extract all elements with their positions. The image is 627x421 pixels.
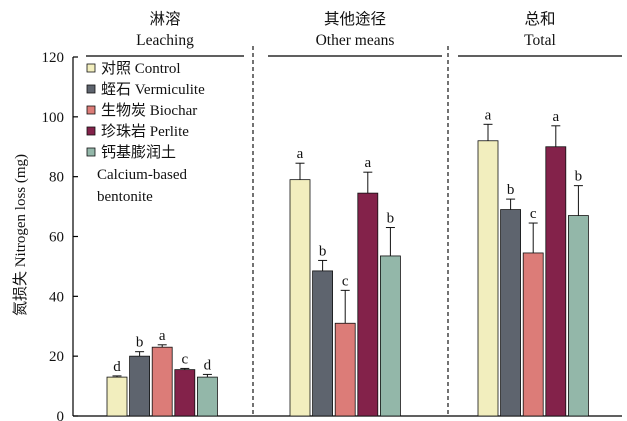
bar <box>477 140 499 417</box>
y-ticks: 0 20 40 60 80 100 120 <box>42 50 78 421</box>
legend-swatch <box>86 126 96 136</box>
y-tick-label: 80 <box>49 170 64 186</box>
legend-label: bentonite <box>97 189 153 205</box>
significance-label: c <box>342 273 349 289</box>
significance-label: b <box>319 243 327 259</box>
bar <box>379 255 401 417</box>
y-tick-label: 40 <box>49 289 64 305</box>
y-tick-label: 100 <box>42 110 65 126</box>
group-title-zh: 其他途径 <box>324 10 386 28</box>
significance-label: d <box>204 357 212 373</box>
significance-label: c <box>181 351 188 367</box>
significance-label: b <box>136 335 144 351</box>
bar <box>106 376 128 417</box>
legend-label: 蛭石 Vermiculite <box>101 81 205 98</box>
y-tick-label: 60 <box>49 230 64 246</box>
legend-label: 钙基膨润土 <box>101 144 176 161</box>
bar <box>196 376 218 417</box>
group-title-en: Total <box>524 32 556 49</box>
significance-label: d <box>113 359 121 375</box>
bar <box>289 179 311 417</box>
significance-label: a <box>364 155 371 171</box>
bar <box>522 252 544 417</box>
group-title-en: Other means <box>316 32 395 49</box>
significance-label: b <box>507 182 515 198</box>
bar <box>357 192 379 417</box>
legend-swatch <box>86 63 96 73</box>
significance-label: b <box>575 169 583 185</box>
legend-swatch <box>86 147 96 157</box>
bar <box>129 355 151 417</box>
y-tick-label: 0 <box>57 409 65 421</box>
significance-label: a <box>485 107 492 123</box>
group-title-zh: 总和 <box>524 10 555 28</box>
group-title-zh: 淋溶 <box>149 10 180 28</box>
legend: 对照 Control 蛭石 Vermiculite 生物炭 Biochar 珍珠岩 P… <box>86 60 205 205</box>
legend-label: Calcium-based <box>97 167 187 183</box>
y-tick-label: 120 <box>42 50 65 66</box>
significance-label: a <box>297 146 304 162</box>
bar <box>545 146 567 417</box>
significance-label: c <box>530 206 537 222</box>
legend-swatch <box>86 84 96 94</box>
significance-label: a <box>552 109 559 125</box>
group-headers: 淋溶 Leaching 其他途径 Other means 总和 Total <box>86 10 622 416</box>
bar <box>334 322 356 417</box>
legend-label: 对照 Control <box>101 60 181 77</box>
bar <box>568 215 589 417</box>
legend-label: 生物炭 Biochar <box>101 102 197 119</box>
y-axis-title: 氮损失 Nitrogen loss (mg) <box>12 154 29 316</box>
bar <box>500 209 522 417</box>
legend-label: 珍珠岩 Perlite <box>101 123 189 140</box>
group-title-en: Leaching <box>136 32 194 49</box>
bar <box>312 270 334 417</box>
y-tick-label: 20 <box>49 349 64 365</box>
bar <box>174 369 196 417</box>
significance-label: b <box>387 211 395 227</box>
significance-label: a <box>159 328 166 344</box>
legend-swatch <box>86 105 96 115</box>
bar <box>151 346 173 417</box>
